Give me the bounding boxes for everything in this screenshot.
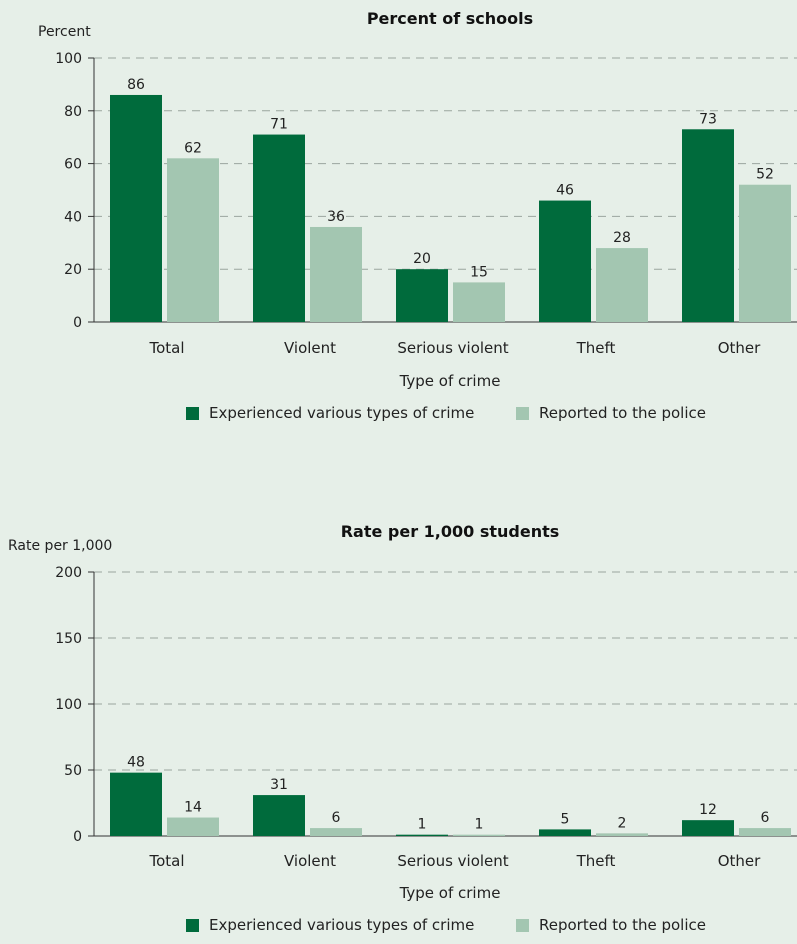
legend-label: Experienced various types of crime [209, 916, 474, 934]
y-tick-label: 0 [73, 829, 82, 845]
legend-label: Reported to the police [539, 916, 706, 934]
x-category-label: Theft [576, 852, 616, 870]
data-label: 12 [699, 802, 717, 818]
data-label: 6 [332, 810, 341, 826]
data-label: 71 [270, 117, 288, 133]
data-label: 48 [127, 755, 145, 771]
bar-experienced [110, 94, 162, 323]
legend-label: Reported to the police [539, 404, 706, 422]
bar-reported [167, 817, 219, 836]
bar-reported [596, 833, 648, 836]
x-category-label: Violent [284, 339, 336, 357]
chart-rate-per-1000-students: Rate per 1,000 students Rate per 1,000 T… [8, 522, 797, 934]
legend-label: Experienced various types of crime [209, 404, 474, 422]
bar-experienced [539, 200, 591, 322]
x-category-label: Other [718, 852, 761, 870]
x-category-label: Theft [576, 339, 616, 357]
data-label: 86 [127, 77, 145, 93]
x-category-label: Violent [284, 852, 336, 870]
data-label: 46 [556, 183, 574, 199]
y-tick-label: 150 [55, 631, 82, 647]
data-label: 14 [184, 800, 202, 816]
bar-reported [167, 158, 219, 322]
chart-percent-of-schools: Percent of schools Percent Type of crime… [38, 9, 797, 422]
bar-reported [310, 226, 362, 322]
bar-reported [453, 282, 505, 322]
y-tick-label: 40 [64, 209, 82, 225]
data-label: 5 [561, 811, 570, 827]
y-tick-label: 80 [64, 104, 82, 120]
y-tick-label: 100 [55, 697, 82, 713]
data-label: 2 [618, 815, 627, 831]
data-label: 28 [613, 230, 631, 246]
data-label: 20 [413, 251, 431, 267]
y-tick-label: 0 [73, 315, 82, 331]
chart-title: Rate per 1,000 students [341, 522, 560, 541]
x-category-label: Total [148, 852, 184, 870]
bar-experienced [253, 134, 305, 322]
bar-experienced [396, 834, 448, 836]
y-tick-label: 50 [64, 763, 82, 779]
data-label: 52 [756, 167, 774, 183]
legend-swatch [516, 407, 529, 420]
data-label: 62 [184, 140, 202, 156]
x-category-label: Serious violent [397, 339, 508, 357]
bar-reported [739, 828, 791, 836]
y-tick-label: 100 [55, 51, 82, 67]
bar-reported [310, 828, 362, 836]
y-axis-title: Rate per 1,000 [8, 538, 112, 554]
bar-reported [596, 248, 648, 322]
x-category-label: Other [718, 339, 761, 357]
bar-experienced [110, 772, 162, 836]
bar-experienced [682, 820, 734, 836]
data-label: 31 [270, 777, 288, 793]
legend-swatch [516, 919, 529, 932]
data-label: 15 [470, 264, 488, 280]
data-label: 73 [699, 111, 717, 127]
bar-reported [453, 834, 505, 836]
bar-experienced [682, 129, 734, 322]
x-axis-title: Type of crime [399, 372, 501, 390]
chart-title: Percent of schools [367, 9, 533, 28]
bar-reported [739, 184, 791, 322]
x-category-label: Total [148, 339, 184, 357]
x-category-label: Serious violent [397, 852, 508, 870]
y-tick-label: 60 [64, 157, 82, 173]
x-axis-title: Type of crime [399, 884, 501, 902]
bar-experienced [396, 269, 448, 322]
y-axis-title: Percent [38, 24, 91, 40]
data-label: 1 [475, 817, 484, 833]
y-tick-label: 200 [55, 565, 82, 581]
y-tick-label: 20 [64, 262, 82, 278]
legend-swatch [186, 407, 199, 420]
data-label: 6 [761, 810, 770, 826]
data-label: 1 [418, 817, 427, 833]
bar-experienced [539, 829, 591, 836]
bar-experienced [253, 795, 305, 836]
data-label: 36 [327, 209, 345, 225]
legend-swatch [186, 919, 199, 932]
